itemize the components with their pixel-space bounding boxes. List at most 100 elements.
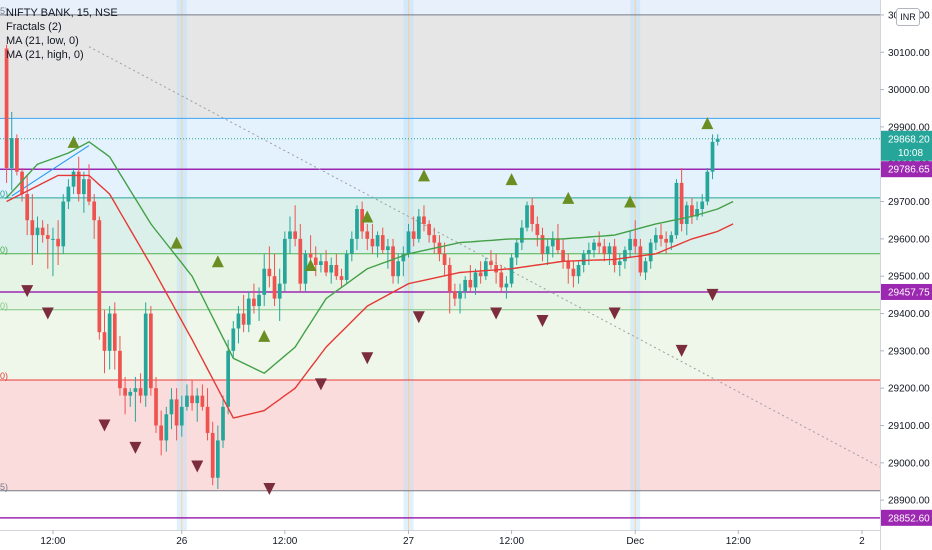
candle-body <box>458 291 462 299</box>
candle-body <box>514 242 519 258</box>
fractal-up-marker <box>624 195 637 208</box>
candle-body <box>164 414 169 441</box>
price-tick-label: 29600.00 <box>888 234 930 245</box>
candle-body <box>617 261 622 265</box>
candle-body <box>370 238 375 247</box>
candle-body <box>592 242 596 251</box>
candle-body <box>185 395 189 407</box>
price-tick-label: 29500.00 <box>888 272 930 283</box>
candle-body <box>45 235 50 239</box>
candle-body <box>566 261 571 269</box>
candle-body <box>40 227 45 236</box>
candle-body <box>246 298 251 325</box>
candle-body <box>344 253 349 280</box>
candle-body <box>494 265 498 273</box>
fractal-down-marker <box>41 307 54 320</box>
fractal-down-marker <box>191 460 204 473</box>
price-label-badge <box>881 509 932 526</box>
price-tick-label: 29300.00 <box>888 346 930 357</box>
candle-body <box>447 265 452 292</box>
candle-body <box>679 182 684 224</box>
fractal-up-marker <box>562 191 575 204</box>
ma-low-indicator-label[interactable]: MA (21, low, 0) <box>6 35 79 47</box>
fractal-down-marker <box>361 352 374 365</box>
candle-body <box>215 440 220 478</box>
candle-body <box>195 395 200 404</box>
candle-body <box>561 250 565 262</box>
candle-body <box>324 261 328 273</box>
price-label-badge <box>881 161 932 178</box>
ma-high-line <box>6 140 734 375</box>
candle-body <box>56 238 60 247</box>
fib-zone <box>0 14 880 119</box>
candle-body <box>252 298 256 307</box>
symbol-title[interactable]: NIFTY BANK, 15, NSE <box>6 7 118 19</box>
fractal-up-marker <box>701 117 714 130</box>
price-label-badge <box>881 283 932 300</box>
candle-body <box>87 179 91 202</box>
candle-body <box>319 261 323 265</box>
candle-body <box>715 138 720 142</box>
candle-body <box>288 231 292 239</box>
candle-body <box>602 246 607 254</box>
last-price-value: 29868.20 <box>888 134 930 145</box>
candle-body <box>210 432 215 478</box>
zone-top <box>0 0 880 15</box>
candle-body <box>313 257 318 265</box>
fractal-up-marker <box>67 135 80 148</box>
candle-body <box>473 272 478 288</box>
fractal-up-marker <box>170 236 183 249</box>
fib-zone <box>0 379 880 491</box>
candle-body <box>550 238 555 247</box>
time-axis-bg <box>0 530 880 550</box>
fib-level-label: 5) <box>0 482 8 492</box>
candle-body <box>200 395 205 407</box>
candle-body <box>659 235 663 239</box>
candle-body <box>411 231 416 239</box>
fib-zone <box>0 118 880 198</box>
candle-body <box>483 261 488 277</box>
candle-body <box>149 313 153 389</box>
candle-body <box>525 205 529 228</box>
price-badges: 29868.20 10:08 29786.65 29457.75 28852.60 <box>0 130 932 526</box>
price-tick-label: 29900.00 <box>888 122 930 133</box>
currency-button[interactable]: INR <box>896 8 920 26</box>
price-label-value: 28852.60 <box>888 513 930 524</box>
candle-body <box>272 276 277 299</box>
candle-body <box>628 238 632 251</box>
price-tick-label: 29700.00 <box>888 197 930 208</box>
price-tick-label: 28900.00 <box>888 496 930 507</box>
candle-body <box>66 186 71 202</box>
candle-body <box>169 399 174 415</box>
candle-body <box>190 395 194 404</box>
candle-body <box>30 220 35 236</box>
candle-body <box>92 201 97 221</box>
candle-body <box>112 313 117 351</box>
fractals-indicator-label[interactable]: Fractals (2) <box>6 21 62 33</box>
candle-body <box>427 223 431 236</box>
fib-level-label: 0) <box>0 301 8 311</box>
candle-body <box>221 406 225 441</box>
candle-body <box>664 238 669 243</box>
fractal-down-marker <box>129 441 142 454</box>
candle-body <box>51 238 55 240</box>
candle-body <box>638 246 643 273</box>
price-tick-label: 30100.00 <box>888 48 930 59</box>
price-axis-bg <box>880 0 932 550</box>
candle-body <box>277 283 282 299</box>
candle-body <box>587 250 591 254</box>
ma-high-indicator-label[interactable]: MA (21, high, 0) <box>6 49 84 61</box>
fractal-up-marker <box>361 210 374 223</box>
candle-body <box>71 171 76 187</box>
candle-body <box>97 220 102 333</box>
fractal-down-marker <box>263 482 276 495</box>
candle-body <box>705 171 710 202</box>
candle-body <box>231 328 236 351</box>
fractal-up-marker <box>258 329 271 342</box>
candle-body <box>303 253 308 284</box>
candle-body <box>107 313 112 351</box>
fib-level-label: 0) <box>0 245 8 255</box>
candle-body <box>463 279 468 292</box>
candle-body <box>365 231 370 239</box>
